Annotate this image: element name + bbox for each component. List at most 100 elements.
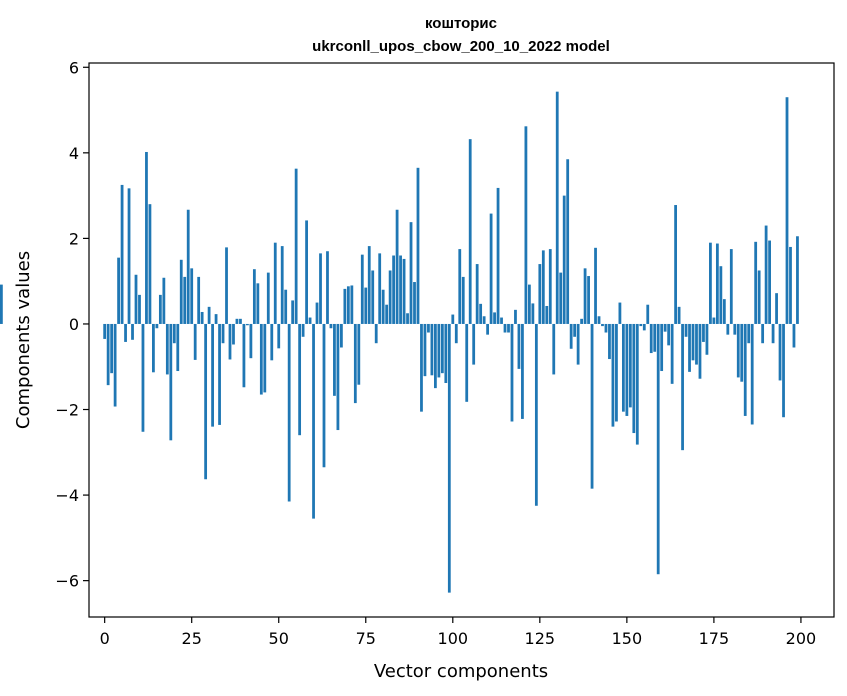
bar: [239, 318, 242, 324]
bar: [367, 246, 371, 324]
bar: [110, 323, 114, 374]
bar: [186, 209, 190, 324]
bar: [486, 323, 490, 335]
bar: [162, 277, 166, 324]
x-tick-label: 25: [182, 629, 202, 648]
bar: [726, 323, 730, 335]
bar: [298, 323, 302, 436]
y-tick-label: −6: [55, 572, 79, 591]
bar: [691, 323, 695, 361]
bar: [597, 316, 601, 324]
bar: [674, 205, 677, 324]
bar: [353, 323, 357, 404]
bar: [569, 323, 573, 349]
bar: [566, 159, 570, 324]
bar-series: [0, 91, 799, 593]
bar: [207, 306, 211, 324]
bar: [294, 168, 298, 324]
bar: [451, 314, 455, 324]
bar: [179, 259, 183, 324]
bar: [440, 323, 444, 374]
bar: [705, 323, 709, 355]
x-tick-label: 75: [356, 629, 376, 648]
x-tick-label: 125: [525, 629, 556, 648]
bar: [747, 323, 751, 344]
bar: [722, 299, 726, 324]
bar: [364, 287, 368, 324]
bar: [514, 309, 517, 324]
bar: [395, 209, 399, 324]
plot-frame: [88, 62, 835, 618]
bar: [252, 269, 256, 324]
bar: [291, 300, 295, 324]
bar: [649, 323, 653, 354]
bar: [120, 184, 124, 324]
bar: [427, 323, 430, 333]
bar: [778, 323, 782, 381]
bar: [287, 323, 291, 502]
bar: [729, 249, 733, 324]
bar: [611, 323, 615, 427]
bar: [343, 288, 347, 324]
bar: [698, 323, 702, 379]
bar: [615, 323, 618, 422]
x-tick-label: 0: [100, 629, 110, 648]
bar: [653, 323, 657, 352]
y-tick-label: 6: [69, 58, 79, 77]
bar: [521, 323, 524, 419]
chart-title-group: кошторис ukrconll_upos_cbow_200_10_2022 …: [312, 15, 610, 55]
bar: [413, 282, 416, 324]
bar: [761, 323, 765, 344]
bar: [113, 323, 117, 407]
bar: [124, 323, 127, 342]
bar: [642, 323, 646, 331]
bar: [360, 254, 364, 324]
bar: [301, 323, 305, 337]
bar: [165, 323, 169, 375]
bar: [246, 323, 249, 326]
x-tick-label: 100: [438, 629, 469, 648]
bar: [712, 317, 716, 324]
bar: [197, 276, 201, 324]
bar: [117, 257, 120, 324]
bar: [458, 249, 462, 324]
bar: [733, 323, 737, 335]
bar: [273, 242, 277, 324]
bar: [447, 323, 451, 593]
bar: [503, 323, 507, 333]
bar: [385, 304, 389, 324]
bar: [176, 323, 180, 372]
bar: [378, 253, 382, 324]
bar: [500, 317, 503, 324]
bar: [138, 294, 141, 324]
y-tick-label: −4: [55, 486, 79, 505]
bar: [193, 323, 197, 360]
bar: [416, 167, 420, 324]
bar: [576, 323, 580, 365]
bar: [646, 304, 650, 324]
bar: [625, 323, 629, 416]
bar: [482, 316, 486, 324]
y-axis-label: Components values: [13, 251, 34, 429]
bar: [580, 318, 583, 324]
bar: [590, 323, 594, 489]
x-tick-label: 50: [269, 629, 289, 648]
bar: [322, 323, 326, 468]
bar: [134, 274, 138, 324]
y-tick-label: 0: [69, 315, 79, 334]
bar: [172, 323, 176, 344]
bar: [656, 323, 660, 575]
y-axis-ticks: −6 −4 −2 0 2 4 6: [55, 58, 89, 591]
bar: [315, 302, 319, 324]
bar: [454, 323, 458, 344]
y-tick-label: 2: [69, 229, 79, 248]
bar: [667, 323, 671, 346]
bar: [329, 323, 333, 329]
bar: [430, 323, 434, 376]
bar: [507, 323, 510, 333]
bar: [437, 323, 441, 378]
bar: [764, 225, 768, 324]
bar: [489, 213, 493, 324]
bar: [517, 323, 521, 369]
bar: [583, 268, 587, 324]
